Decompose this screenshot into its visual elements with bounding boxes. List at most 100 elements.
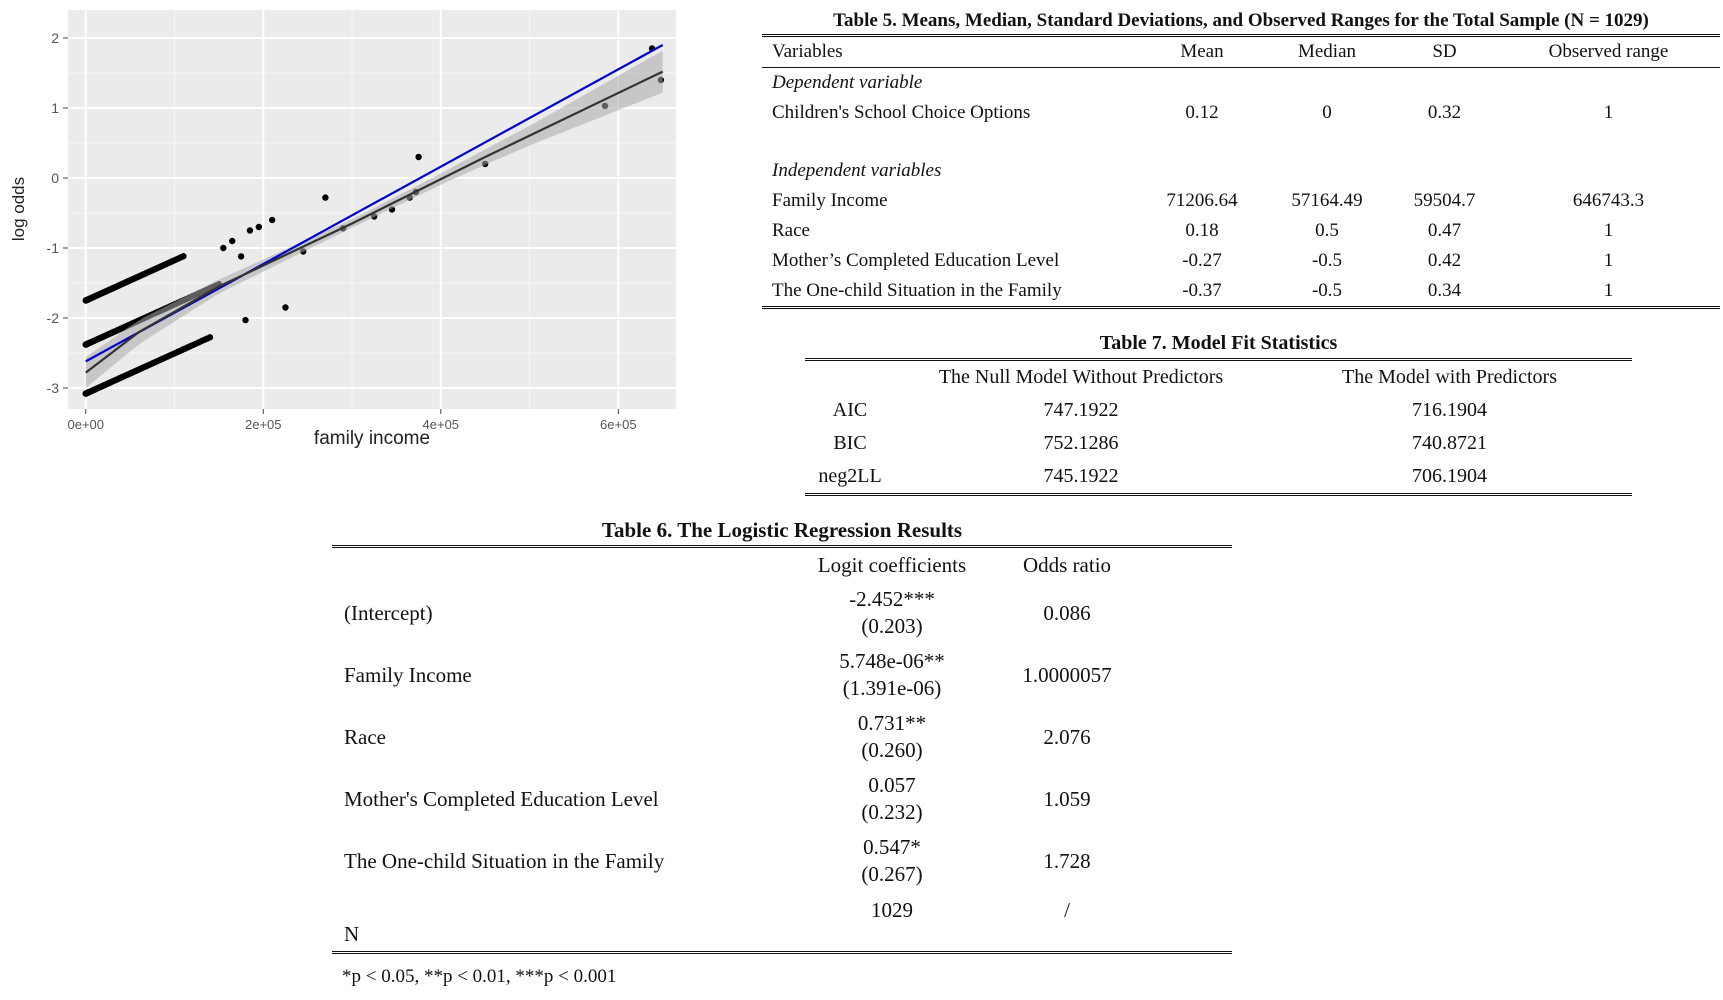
- row-label: Mother’s Completed Education Level: [772, 250, 1060, 271]
- table-6: Table 6. The Logistic Regression Results…: [332, 515, 1232, 954]
- cell-coefficient: 0.731** (0.260): [782, 706, 1002, 768]
- table-row: Mother’s Completed Education Level -0.27…: [762, 246, 1720, 276]
- cell-null: 745.1922: [1043, 465, 1119, 487]
- coef-se: (1.391e-06): [842, 676, 942, 700]
- cell-coefficient: 0.547* (0.267): [782, 830, 1002, 892]
- plot-gridlines: [68, 10, 676, 409]
- header-observed-range: Observed range: [1548, 41, 1669, 62]
- cell-sd: 0.47: [1427, 220, 1462, 241]
- y-tick-label: 0: [51, 170, 59, 186]
- coef-value: 0.731**: [857, 711, 927, 735]
- cell-coefficient: -2.452*** (0.203): [782, 582, 1002, 644]
- spacer-cell: [762, 128, 1720, 156]
- x-tick-label: 6e+05: [600, 417, 637, 432]
- cell-median: 57164.49: [1291, 190, 1363, 211]
- coef-se: (0.260): [861, 738, 923, 762]
- table-row: AIC 747.1922 716.1904: [805, 394, 1632, 427]
- header-blank: [1132, 547, 1232, 583]
- data-point: [282, 304, 289, 311]
- header-model-with-predictors: The Model with Predictors: [1342, 366, 1557, 388]
- row-label: Children's School Choice Options: [772, 102, 1031, 123]
- row-label: Family Income: [772, 190, 888, 211]
- cell-model: 740.8721: [1412, 432, 1487, 454]
- data-point: [255, 223, 263, 231]
- row-label: Mother's Completed Education Level: [344, 786, 659, 811]
- cell-mean: -0.37: [1182, 280, 1222, 301]
- y-tick-label: -3: [47, 380, 60, 396]
- data-point: [237, 253, 245, 260]
- coef-se: (0.203): [861, 614, 923, 638]
- table-7-grid: The Null Model Without Predictors The Mo…: [805, 358, 1632, 496]
- data-point: [415, 153, 422, 161]
- cell-coefficient: 5.748e-06** (1.391e-06): [782, 644, 1002, 706]
- data-point: [229, 237, 236, 245]
- cell-median: 0: [1322, 102, 1332, 123]
- table-7: Table 7. Model Fit Statistics The Null M…: [805, 328, 1632, 496]
- cell-model: 706.1904: [1412, 465, 1487, 487]
- y-axis-label: log odds: [9, 177, 28, 241]
- row-label: (Intercept): [344, 600, 433, 625]
- table-row: BIC 752.1286 740.8721: [805, 427, 1632, 460]
- plot-fit-lines: [85, 44, 664, 388]
- cell-range: 646743.3: [1572, 190, 1645, 211]
- section-dependent-label: Dependent variable: [772, 72, 923, 93]
- table-row: The One-child Situation in the Family -0…: [762, 276, 1720, 308]
- cell-mean: 71206.64: [1166, 190, 1238, 211]
- cell-median: -0.5: [1311, 250, 1343, 271]
- table-7-title: Table 7. Model Fit Statistics: [1099, 332, 1338, 354]
- data-point: [246, 227, 254, 234]
- data-point: [220, 244, 227, 252]
- data-point: [242, 316, 249, 324]
- row-label: The One-child Situation in the Family: [344, 848, 665, 873]
- cell-sd: 0.32: [1427, 102, 1462, 123]
- table-5-title: Table 5. Means, Median, Standard Deviati…: [833, 10, 1649, 31]
- cell-range: 1: [1603, 280, 1614, 301]
- blank-cell: [1132, 582, 1232, 644]
- plot-tick-labels: 0e+00 2e+05 4e+05 6e+05 -3 -2 -1 0 1 2: [47, 30, 637, 432]
- cell-odds-ratio: 2.076: [1043, 724, 1091, 749]
- header-odds-ratio: Odds ratio: [1022, 552, 1112, 577]
- table-row: Race 0.18 0.5 0.47 1: [762, 216, 1720, 246]
- cell-odds-ratio: 1.059: [1043, 786, 1091, 811]
- data-point: [268, 216, 276, 224]
- x-tick-label: 0e+00: [67, 417, 104, 432]
- table-row: The One-child Situation in the Family 0.…: [332, 830, 1232, 892]
- y-tick-label: -2: [47, 310, 60, 326]
- cell-sd: 0.34: [1427, 280, 1462, 301]
- table-5-grid: Variables Mean Median SD Observed range …: [762, 34, 1720, 309]
- cell-odds-ratio: 1.728: [1043, 848, 1091, 873]
- table-row: Mother's Completed Education Level 0.057…: [332, 768, 1232, 830]
- cell-odds-ratio: 0.086: [1043, 600, 1091, 625]
- blank-cell: [1132, 706, 1232, 768]
- header-mean: Mean: [1180, 41, 1224, 62]
- blank-cell: [1132, 644, 1232, 706]
- table-row: Children's School Choice Options 0.12 0 …: [762, 98, 1720, 128]
- row-label: AIC: [832, 399, 868, 421]
- section-row: Independent variables: [762, 156, 1720, 186]
- table-6-header-row: Logit coefficients Odds ratio: [332, 547, 1232, 583]
- blank-cell: [1132, 768, 1232, 830]
- data-point: [206, 334, 214, 341]
- spacer-row: [762, 128, 1720, 156]
- loess-fit-line: [85, 70, 664, 374]
- table-6-footnote: *p < 0.05, **p < 0.01, ***p < 0.001: [342, 966, 617, 987]
- x-axis-label: family income: [314, 428, 430, 449]
- confidence-band: [85, 50, 663, 388]
- cell-n-value: 1029: [871, 898, 913, 922]
- table-row-n: N 1029 /: [332, 892, 1232, 952]
- table-5: Table 5. Means, Median, Standard Deviati…: [762, 8, 1720, 309]
- table-row: Family Income 5.748e-06** (1.391e-06) 1.0…: [332, 644, 1232, 706]
- header-sd: SD: [1432, 41, 1457, 62]
- section-row: Dependent variable: [762, 68, 1720, 99]
- cell-mean: 0.12: [1185, 102, 1219, 123]
- header-median: Median: [1297, 41, 1357, 62]
- row-label: Race: [772, 220, 810, 241]
- cell-range: 1: [1603, 220, 1614, 241]
- cell-range: 1: [1603, 102, 1614, 123]
- y-tick-label: 1: [51, 100, 59, 116]
- cell-sd: 59504.7: [1413, 190, 1476, 211]
- coef-value: 5.748e-06**: [839, 649, 945, 673]
- coef-value: 0.547*: [863, 835, 921, 859]
- coef-value: -2.452***: [849, 587, 935, 611]
- cell-sd: 0.42: [1427, 250, 1462, 271]
